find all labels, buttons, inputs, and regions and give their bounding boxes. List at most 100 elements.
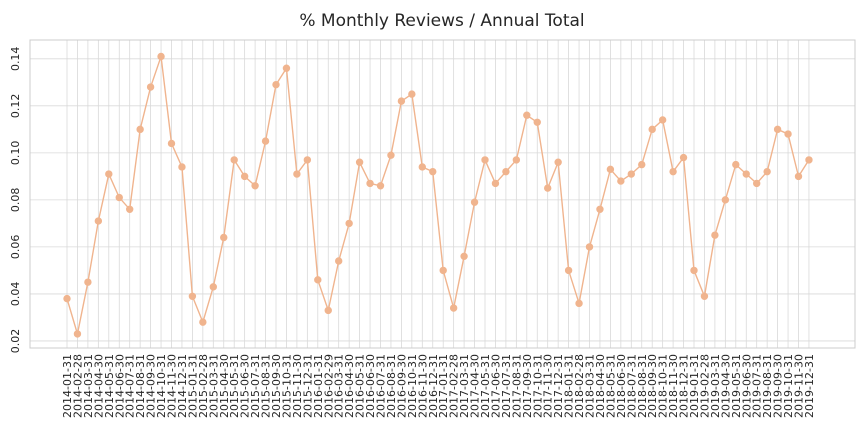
x-tick-label: 2014-01-31 <box>61 354 74 418</box>
x-tick-label: 2018-02-28 <box>573 354 586 418</box>
data-point <box>282 64 291 72</box>
y-tick-label: 0.08 <box>9 188 22 213</box>
x-tick-label: 2017-06-30 <box>489 354 502 418</box>
x-tick-label: 2018-10-31 <box>657 354 670 418</box>
data-point <box>721 196 730 204</box>
data-point <box>533 118 541 126</box>
data-point <box>178 163 186 171</box>
x-tick-label: 2014-10-31 <box>155 354 168 418</box>
x-tick-label: 2016-05-31 <box>354 354 367 418</box>
data-point <box>251 182 259 190</box>
x-tick-label: 2016-11-30 <box>416 354 429 418</box>
data-point <box>94 217 103 225</box>
x-tick-label: 2016-09-30 <box>395 354 408 418</box>
x-tick-label: 2017-10-31 <box>531 354 544 418</box>
data-point <box>596 205 604 213</box>
x-tick-label: 2018-08-31 <box>636 354 649 418</box>
y-tick-label: 0.14 <box>9 47 22 71</box>
x-tick-label: 2017-02-28 <box>448 354 461 418</box>
x-tick-label: 2017-08-31 <box>510 354 523 418</box>
x-tick-label: 2016-07-31 <box>375 354 388 418</box>
data-point <box>606 165 615 174</box>
x-tick-label: 2019-01-31 <box>688 354 701 418</box>
x-tick-label: 2017-07-31 <box>500 354 513 418</box>
x-tick-label: 2015-05-31 <box>228 354 241 418</box>
x-tick-label: 2017-01-31 <box>437 354 450 418</box>
data-point <box>84 278 92 286</box>
y-tick-label: 0.02 <box>9 329 22 354</box>
x-tick-label: 2019-04-30 <box>719 354 732 418</box>
x-tick-label: 2019-05-31 <box>730 354 743 418</box>
y-tick-label: 0.10 <box>9 141 22 166</box>
data-point <box>544 184 552 192</box>
x-tick-label: 2016-03-31 <box>333 354 346 418</box>
x-tick-label: 2018-12-31 <box>678 354 691 418</box>
x-tick-label: 2014-07-31 <box>124 354 137 418</box>
data-point <box>324 306 332 315</box>
x-tick-label: 2015-08-31 <box>260 354 273 418</box>
x-tick-label: 2015-03-31 <box>207 354 220 418</box>
data-point <box>658 116 667 124</box>
x-tick-label: 2018-06-30 <box>615 354 628 418</box>
x-tick-label: 2019-07-31 <box>751 354 764 418</box>
x-tick-label: 2014-12-31 <box>176 354 189 418</box>
x-tick-label: 2017-11-30 <box>542 354 555 418</box>
x-tick-label: 2019-11-30 <box>793 354 806 418</box>
x-tick-label: 2017-12-31 <box>552 354 565 418</box>
data-point <box>617 177 625 185</box>
data-point <box>272 80 280 89</box>
x-tick-label: 2016-04-30 <box>343 354 356 418</box>
x-tick-label: 2014-02-28 <box>71 354 84 418</box>
y-axis: 0.02 0.04 0.06 0.08 0.10 0.12 0.14 <box>9 47 22 354</box>
data-point <box>115 193 123 202</box>
x-tick-label: 2014-05-31 <box>103 354 116 418</box>
x-tick-label: 2015-07-31 <box>249 354 262 418</box>
x-tick-label: 2016-08-31 <box>385 354 398 418</box>
x-tick-label: 2019-03-31 <box>709 354 722 418</box>
data-point <box>648 125 656 134</box>
x-tick-label: 2015-04-30 <box>218 354 231 418</box>
plot-frame <box>29 39 856 349</box>
x-tick-label: 2018-07-31 <box>625 354 638 418</box>
data-point <box>773 125 782 134</box>
data-point <box>460 252 468 261</box>
data-point <box>188 292 197 300</box>
data-point <box>345 219 353 228</box>
data-point <box>585 243 594 251</box>
x-tick-label: 2018-09-30 <box>646 354 659 418</box>
data-point <box>679 153 688 162</box>
data-point <box>335 257 343 265</box>
data-point <box>669 167 677 176</box>
x-tick-label: 2015-11-30 <box>291 354 304 418</box>
data-point <box>481 156 489 164</box>
x-tick-label: 2018-05-31 <box>604 354 617 418</box>
x-tick-label: 2015-12-31 <box>301 354 314 418</box>
x-tick-label: 2019-09-30 <box>772 354 785 418</box>
data-point <box>303 156 312 164</box>
x-tick-label: 2015-10-31 <box>280 354 293 418</box>
data-point <box>314 276 322 284</box>
x-tick-label: 2014-03-31 <box>82 354 95 418</box>
data-point <box>575 299 583 308</box>
data-point <box>230 156 238 164</box>
data-point <box>732 160 740 169</box>
data-point <box>429 167 437 176</box>
y-tick-label: 0.04 <box>9 282 22 307</box>
data-point <box>408 90 416 98</box>
series <box>63 52 813 338</box>
x-tick-label: 2019-08-31 <box>761 354 774 418</box>
x-tick-label: 2015-09-30 <box>270 354 283 418</box>
x-tick-label: 2016-12-31 <box>427 354 440 418</box>
data-point <box>157 52 165 61</box>
x-tick-label: 2014-08-31 <box>134 354 147 418</box>
data-point <box>784 130 792 138</box>
data-point <box>753 179 761 188</box>
x-tick-label: 2019-10-31 <box>782 354 795 418</box>
data-point <box>136 125 144 134</box>
data-point <box>700 292 709 300</box>
x-tick-label: 2015-02-28 <box>197 354 210 418</box>
data-point <box>146 83 155 91</box>
x-tick-label: 2014-11-30 <box>166 354 179 418</box>
data-point <box>418 163 426 171</box>
data-point <box>470 198 479 206</box>
